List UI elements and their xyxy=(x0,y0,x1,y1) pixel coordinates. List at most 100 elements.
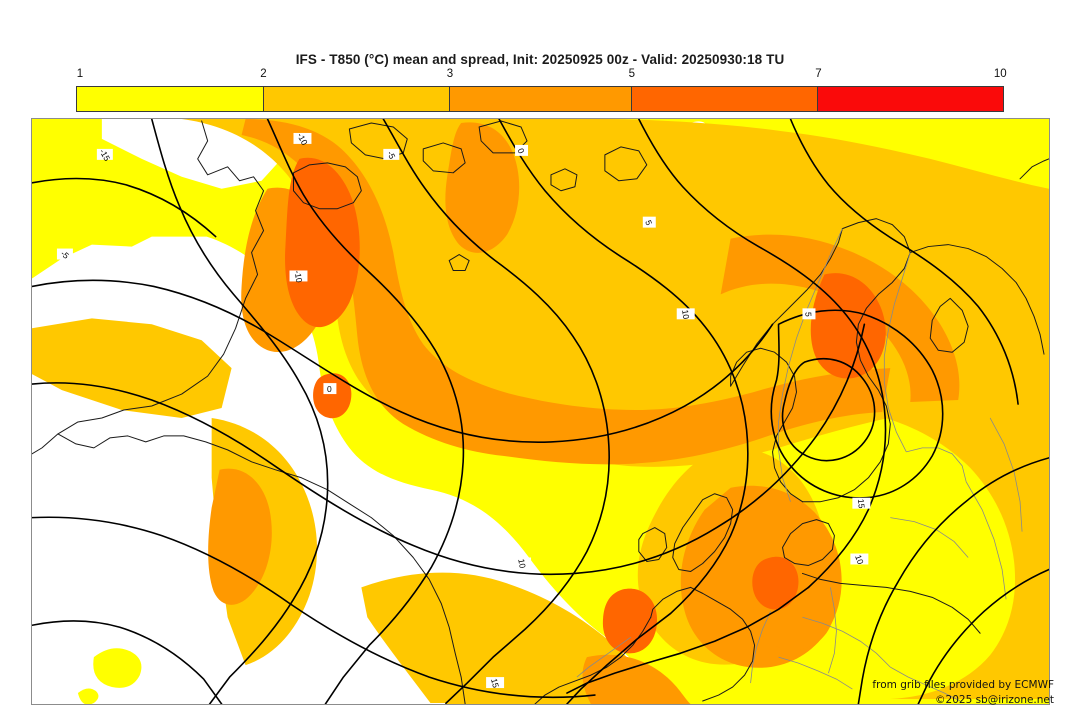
shading-white-patch-north xyxy=(101,119,282,189)
colorbar-gradient xyxy=(76,86,1004,112)
coastline-svalbard xyxy=(604,146,648,182)
shading-band-2-3-east xyxy=(730,386,1049,700)
contour-southeast xyxy=(857,457,1049,704)
svg-text:10: 10 xyxy=(680,309,691,320)
coastline-greenland xyxy=(32,120,265,455)
colorbar-tick-labels: 1 2 3 5 7 10 xyxy=(76,68,1007,86)
border-alpine xyxy=(778,656,853,690)
svg-text:10: 10 xyxy=(853,553,866,566)
border-norway-sweden xyxy=(778,228,843,502)
coastline-great-britain xyxy=(672,493,734,572)
shading-band-5-7-core-d xyxy=(752,556,799,610)
contour-label-minus15-a: -15 xyxy=(96,147,113,163)
contour-southeast-b xyxy=(917,568,1049,704)
border-iberia-inner xyxy=(576,636,632,678)
svg-text:0: 0 xyxy=(516,147,527,156)
coastline-faroes xyxy=(448,254,470,271)
shading-band-2-3-nw xyxy=(32,318,232,418)
country-borders-layer xyxy=(576,228,1023,702)
coastline-swedish-west xyxy=(730,347,803,503)
contour-label-plus10-c: 10 xyxy=(850,553,869,566)
svg-text:10: 10 xyxy=(516,558,528,569)
contour-label-plus5-b: 5 xyxy=(802,308,816,320)
colorbar-segment-5-7 xyxy=(631,87,818,111)
spread-shading-layer xyxy=(32,119,1049,704)
shading-band-5-7-core-a xyxy=(285,157,360,328)
coastline-western-europe xyxy=(690,586,756,702)
contour-label-minus5-a: -5 xyxy=(383,148,400,161)
shading-band-5-7-core-b xyxy=(810,273,886,379)
contour-label-plus10-a: 10 xyxy=(676,308,695,320)
shading-band-5-7-core-e xyxy=(313,373,352,419)
colorbar-tick-2: 2 xyxy=(260,68,267,80)
coastline-kola xyxy=(909,244,1045,355)
svg-text:0: 0 xyxy=(327,384,332,394)
shading-band-3-5-plume xyxy=(241,119,891,465)
shading-band-5-7-core-c xyxy=(602,588,658,654)
contour-label-zero-a: 0 xyxy=(515,144,529,156)
coastline-white-sea xyxy=(929,297,969,353)
svg-text:5: 5 xyxy=(643,219,654,227)
coastline-greenland-south xyxy=(57,433,466,704)
coastline-iceland xyxy=(292,162,362,210)
contour-inner-loop xyxy=(781,357,876,462)
contour-label-plus15-b: 15 xyxy=(852,497,871,509)
shading-band-3-5-westiberia xyxy=(208,468,272,605)
mean-contour-layer xyxy=(32,119,1049,704)
shading-band-3-5-westnorway xyxy=(445,122,520,253)
svg-text:5: 5 xyxy=(803,312,813,317)
contour-plus10 xyxy=(789,119,1019,405)
contour-label-plus15-a: 15 xyxy=(486,677,505,689)
coastline-ireland xyxy=(638,527,668,562)
shading-band-3-5-south xyxy=(582,654,691,704)
contour-label-minus10-a: -10 xyxy=(293,131,312,147)
contour-label-plus5-a: 5 xyxy=(642,216,656,228)
colorbar-segment-7-10 xyxy=(817,87,1003,111)
contour-zonal-north xyxy=(32,279,774,443)
contour-minus5 xyxy=(382,119,610,704)
colorbar-segment-1-2 xyxy=(77,87,265,111)
shading-island-patch-b xyxy=(77,688,99,704)
contour-arctic-loop xyxy=(770,309,944,499)
border-finland-russia xyxy=(906,447,967,482)
shading-white-patch-left xyxy=(32,268,86,315)
colorbar-tick-1: 1 xyxy=(76,68,84,80)
contour-north-left xyxy=(32,177,217,238)
coastline-baltic-south xyxy=(801,572,981,634)
border-germany-france xyxy=(750,611,771,684)
colorbar-tick-10: 10 xyxy=(993,68,1007,80)
colorbar-tick-5: 5 xyxy=(628,68,636,80)
coastline-small-islands xyxy=(550,168,578,192)
colorbar-tick-3: 3 xyxy=(446,68,454,80)
svg-text:15: 15 xyxy=(430,703,443,704)
border-east-b xyxy=(965,481,1007,600)
contour-label-plus10-b: 10 xyxy=(513,557,532,569)
contour-label-minus10-b: -10 xyxy=(289,270,308,284)
border-balkans xyxy=(890,666,961,702)
colorbar-segment-3-5 xyxy=(450,87,632,111)
page-title: IFS - T850 (°C) mean and spread, Init: 2… xyxy=(295,52,785,67)
border-central-europe xyxy=(802,616,891,668)
coastline-layer xyxy=(32,120,1049,704)
contour-0 xyxy=(498,119,749,704)
contour-label-layer: -15 -10 -5 0 5 -10 xyxy=(56,131,871,704)
coastline-arctic-islands-b xyxy=(422,142,466,174)
coastline-denmark xyxy=(782,519,835,566)
contour-minus15 xyxy=(150,119,329,704)
border-sweden-finland xyxy=(883,252,911,453)
svg-text:-5: -5 xyxy=(385,149,397,160)
shading-band-3-5-ne xyxy=(720,234,960,403)
coastline-far-northeast xyxy=(1019,158,1049,180)
colorbar-segment-2-3 xyxy=(264,87,451,111)
shading-island-patch-a xyxy=(93,648,142,688)
contour-zonal-south xyxy=(32,516,596,699)
weather-map[interactable]: -15 -10 -5 0 5 -10 xyxy=(31,118,1050,705)
border-east xyxy=(989,417,1023,532)
contour-label-plus15-c: 15 xyxy=(427,703,446,704)
contour-minus10 xyxy=(266,119,465,704)
colorbar-tick-7: 7 xyxy=(815,68,822,80)
contour-west-a xyxy=(32,620,223,704)
border-poland-germany xyxy=(828,587,837,674)
contour-zonal-mid xyxy=(32,323,866,576)
svg-text:15: 15 xyxy=(856,498,867,509)
